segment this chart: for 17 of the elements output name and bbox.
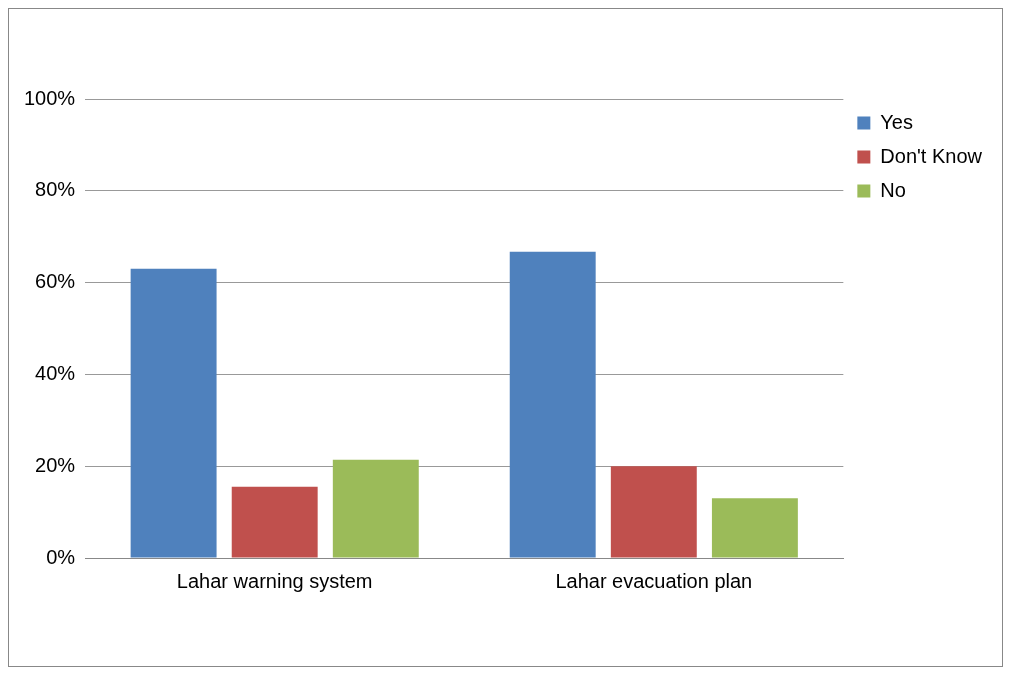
legend-label: No	[880, 178, 906, 201]
bar	[332, 459, 419, 558]
bar	[610, 466, 697, 558]
y-tick-label: 80%	[35, 178, 76, 201]
bar	[130, 268, 217, 558]
legend-label: Don't Know	[880, 144, 983, 167]
y-tick-label: 100%	[24, 86, 76, 109]
bar	[231, 486, 318, 558]
y-tick-label: 20%	[35, 453, 76, 476]
bar	[711, 498, 798, 558]
y-tick-label: 0%	[46, 545, 76, 568]
x-tick-label: Lahar warning system	[176, 569, 373, 592]
bar	[509, 251, 596, 558]
y-tick-label: 40%	[35, 361, 76, 384]
y-tick-label: 60%	[35, 270, 76, 293]
x-tick-label: Lahar evacuation plan	[555, 569, 753, 592]
legend-label: Yes	[880, 110, 913, 133]
